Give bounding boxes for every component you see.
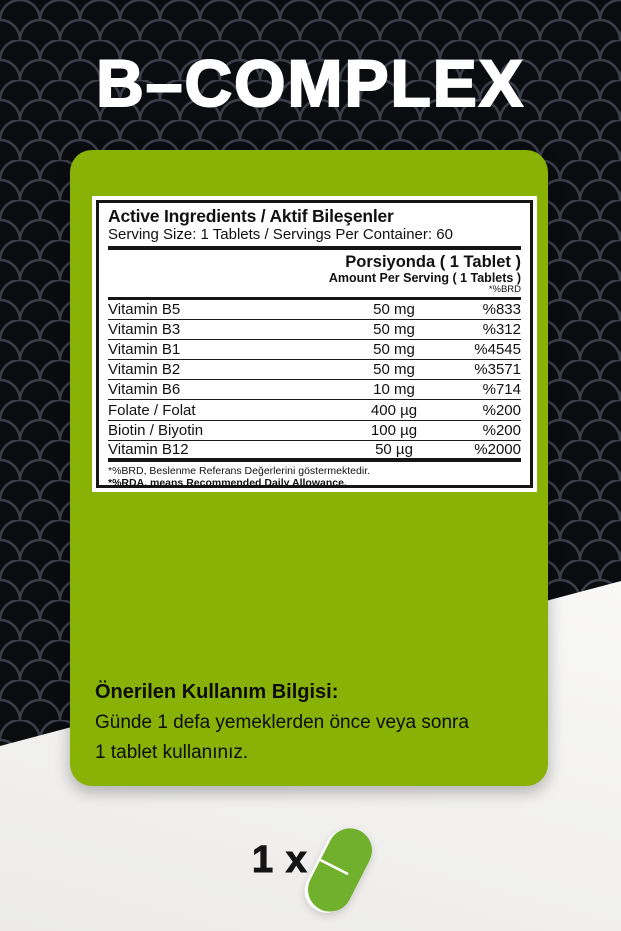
- supplement-facts-box: Active Ingredients / Aktif Bileşenler Se…: [92, 196, 537, 492]
- ingredient-name: Vitamin B3: [108, 321, 181, 339]
- product-title: B–COMPLEX: [95, 46, 525, 120]
- ingredient-name: Vitamin B1: [108, 341, 181, 359]
- ingredient-row: Folate / Folat 400 µg %200: [108, 400, 521, 421]
- ingredient-amount: 50 mg: [373, 301, 415, 319]
- ingredient-name: Biotin / Biyotin: [108, 421, 204, 439]
- ingredient-percent: %714: [482, 381, 521, 399]
- footnote-brd: *%BRD, Beslenme Referans Değerlerini gös…: [108, 465, 371, 478]
- ingredient-percent: %200: [482, 401, 521, 419]
- ingredient-row: Vitamin B12 50 µg %2000: [108, 441, 521, 459]
- divider-thin: [108, 297, 521, 300]
- dose-count: 1 x: [252, 839, 308, 881]
- portion-header: Porsiyonda ( 1 Tablet ) Amount Per Servi…: [108, 250, 521, 297]
- ingredient-amount: 50 mg: [373, 341, 415, 359]
- ingredient-row: Biotin / Biyotin 100 µg %200: [108, 421, 521, 441]
- usage-line: 1 tablet kullanınız.: [95, 742, 249, 763]
- ingredient-name: Vitamin B2: [108, 361, 181, 379]
- ingredient-amount: 400 µg: [370, 401, 418, 419]
- portion-title: Porsiyonda ( 1 Tablet ): [345, 253, 521, 271]
- ingredient-row: Vitamin B3 50 mg %312: [108, 320, 521, 341]
- portion-subtitle: Amount Per Serving ( 1 Tablets ): [328, 271, 521, 285]
- portion-note: *%BRD: [488, 284, 521, 295]
- ingredient-amount: 100 µg: [370, 421, 418, 439]
- ingredient-percent: %2000: [474, 441, 521, 459]
- divider-thick: [108, 246, 521, 250]
- ingredient-row: Vitamin B2 50 mg %3571: [108, 360, 521, 381]
- ingredient-name: Vitamin B12: [108, 441, 189, 459]
- ingredient-row: Vitamin B1 50 mg %4545: [108, 340, 521, 361]
- ingredient-row: Vitamin B5 50 mg %833: [108, 300, 521, 321]
- divider-thick: [108, 458, 521, 463]
- ingredient-amount: 10 mg: [373, 381, 415, 399]
- usage-line: Günde 1 defa yemeklerden önce veya sonra: [95, 712, 469, 733]
- ingredient-amount: 50 mg: [373, 321, 415, 339]
- footnote-rda: *%RDA, means Recommended Daily Allowance…: [108, 477, 347, 488]
- ingredient-amount: 50 mg: [373, 361, 415, 379]
- usage-title: Önerilen Kullanım Bilgisi:: [95, 681, 339, 703]
- ingredient-percent: %833: [482, 301, 521, 319]
- ingredient-amount: 50 µg: [375, 441, 413, 459]
- serving-info: Serving Size: 1 Tablets / Servings Per C…: [108, 226, 453, 243]
- label-panel: Active Ingredients / Aktif Bileşenler Se…: [70, 150, 548, 786]
- ingredient-percent: %3571: [474, 361, 521, 379]
- ingredient-percent: %200: [482, 421, 521, 439]
- supplement-facts-border: Active Ingredients / Aktif Bileşenler Se…: [96, 200, 533, 488]
- ingredient-row: Vitamin B6 10 mg %714: [108, 380, 521, 401]
- ingredient-table: Vitamin B5 50 mg %833 Vitamin B3 50 mg %312 …: [108, 300, 521, 458]
- ingredient-name: Folate / Folat: [108, 401, 196, 419]
- ingredient-name: Vitamin B6: [108, 381, 181, 399]
- ingredient-percent: %312: [482, 321, 521, 339]
- tablet-icon: [304, 828, 372, 913]
- ingredient-name: Vitamin B5: [108, 301, 181, 319]
- usage-instructions: Önerilen Kullanım Bilgisi: Günde 1 defa …: [95, 678, 525, 768]
- ingredient-percent: %4545: [474, 341, 521, 359]
- facts-header: Active Ingredients / Aktif Bileşenler: [108, 206, 394, 226]
